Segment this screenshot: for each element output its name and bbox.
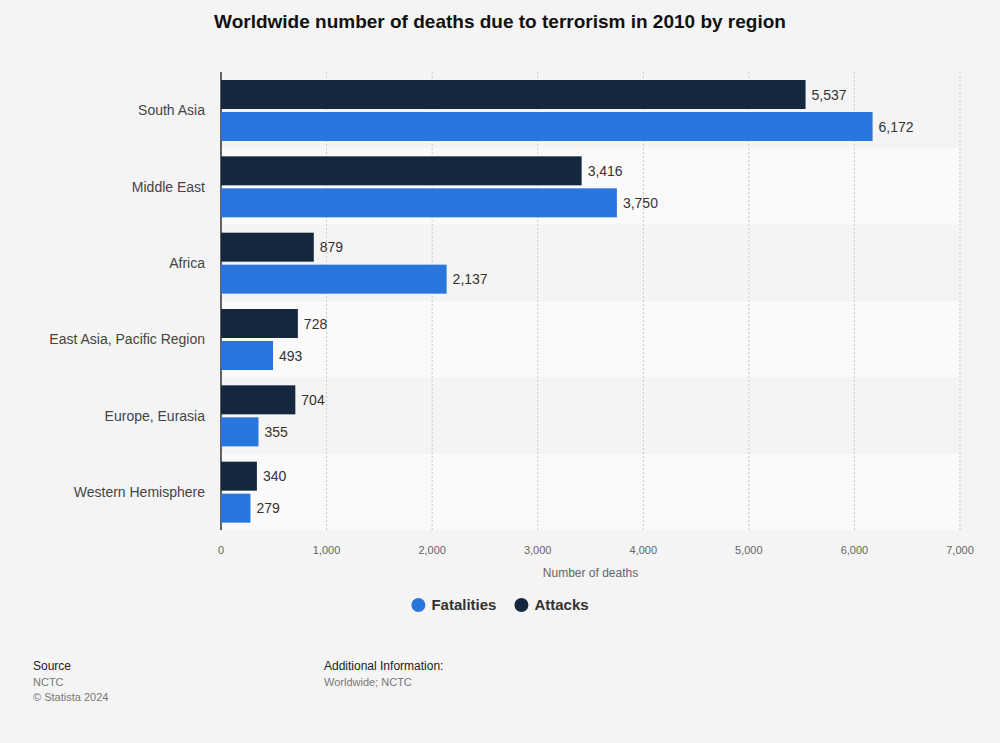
bar (221, 494, 250, 523)
bar (221, 417, 258, 446)
bar (221, 188, 617, 217)
bar (221, 462, 257, 491)
annotation: Source (33, 659, 71, 673)
legend: Fatalities Attacks (411, 596, 588, 613)
axis-label: Number of deaths (543, 566, 638, 580)
bar (221, 112, 873, 141)
category-label: East Asia, Pacific Region (49, 331, 205, 347)
tick-label: 2,000 (418, 544, 446, 556)
category-label: Middle East (132, 179, 205, 195)
legend-label: Attacks (534, 596, 588, 613)
bar (221, 80, 806, 109)
row-band (221, 301, 960, 377)
grid-line (960, 72, 961, 530)
data-label: 728 (304, 316, 328, 332)
bar (221, 341, 273, 370)
data-label: 2,137 (453, 271, 488, 287)
category-label: South Asia (138, 102, 205, 118)
data-label: 3,416 (588, 163, 623, 179)
data-label: 879 (320, 239, 344, 255)
data-label: 355 (264, 424, 288, 440)
bar (221, 309, 298, 338)
bar (221, 265, 447, 294)
tick-label: 1,000 (313, 544, 341, 556)
tick-label: 0 (218, 544, 224, 556)
bar (221, 156, 582, 185)
title: Worldwide number of deaths due to terror… (214, 11, 786, 32)
tick-label: 4,000 (630, 544, 658, 556)
category-label: Europe, Eurasia (105, 408, 206, 424)
labels: 6,172 5,537 3,7503,416 2,137 879 493728 355 704… (256, 87, 913, 517)
data-label: 704 (301, 392, 325, 408)
chart: Worldwide number of deaths due to terror… (0, 0, 1000, 743)
data-label: 340 (263, 468, 287, 484)
bars (221, 80, 873, 523)
annotation: © Statista 2024 (33, 691, 108, 703)
legend-marker (411, 598, 425, 612)
background (0, 0, 1000, 743)
tick-label: 5,000 (735, 544, 763, 556)
tick-label: 3,000 (524, 544, 552, 556)
tick-label: 7,000 (946, 544, 974, 556)
category-label: Western Hemisphere (74, 484, 205, 500)
row-band (221, 454, 960, 530)
data-label: 6,172 (879, 119, 914, 135)
data-label: 493 (279, 348, 303, 364)
legend-marker (514, 598, 528, 612)
bar (221, 233, 314, 262)
annotation: NCTC (33, 676, 64, 688)
legend-label: Fatalities (431, 596, 496, 613)
annotation: Worldwide; NCTC (324, 676, 412, 688)
data-label: 279 (256, 500, 280, 516)
annotation: Additional Information: (324, 659, 443, 673)
data-label: 3,750 (623, 195, 658, 211)
bar (221, 385, 295, 414)
category-label: Africa (169, 255, 205, 271)
tick-label: 6,000 (841, 544, 869, 556)
data-label: 5,537 (812, 87, 847, 103)
row-band (221, 148, 960, 224)
